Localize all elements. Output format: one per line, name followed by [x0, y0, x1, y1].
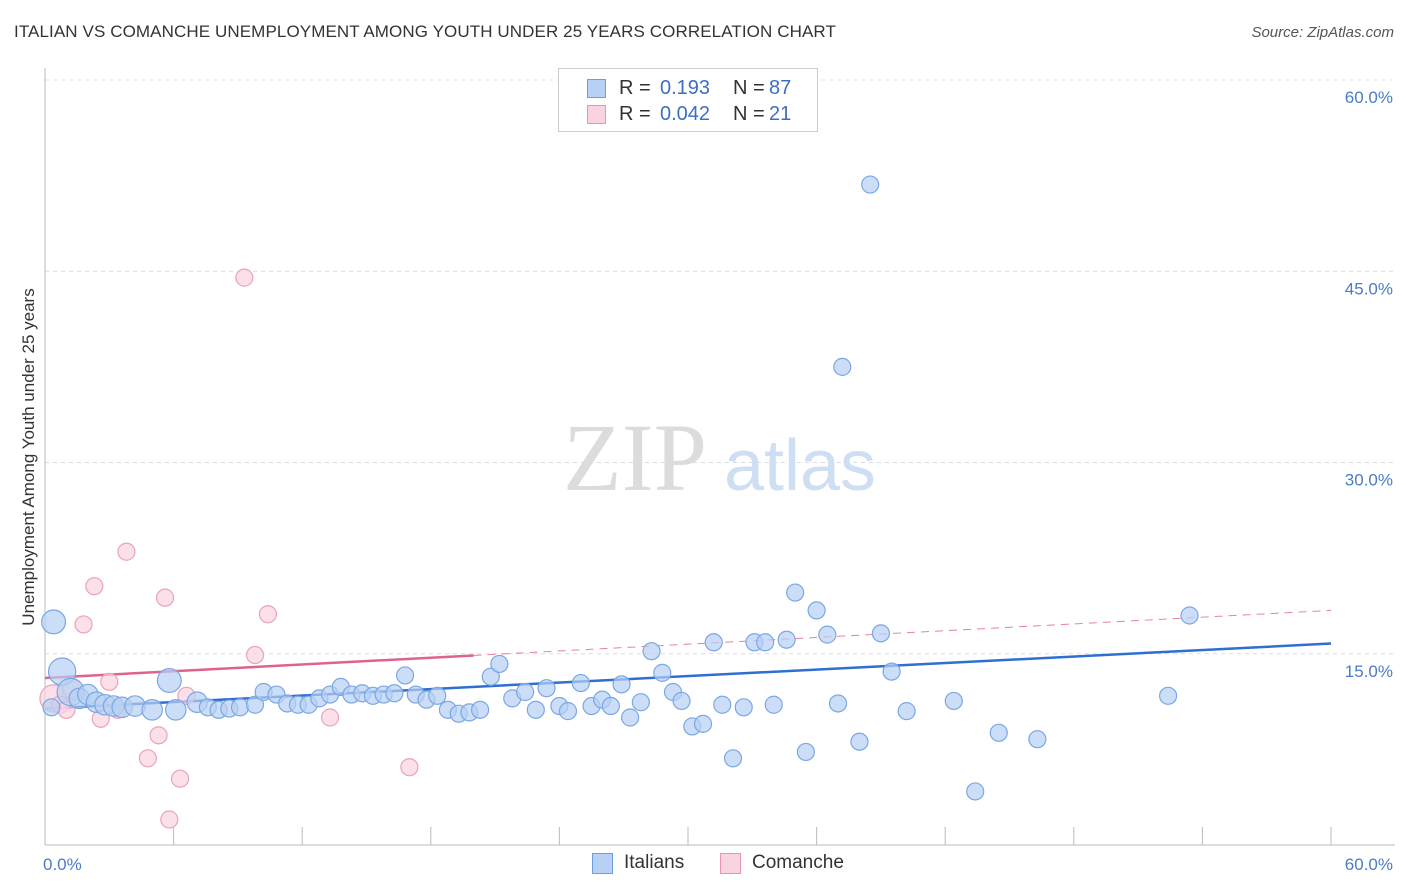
point-italians	[490, 654, 509, 674]
point-italians	[786, 583, 805, 602]
point-comanche	[155, 588, 175, 607]
point-italians	[861, 175, 880, 194]
y-tick-label: 45.0%	[1345, 279, 1393, 298]
point-comanche	[160, 810, 179, 829]
point-italians	[230, 698, 250, 717]
point-comanche	[400, 758, 419, 777]
data-points	[39, 175, 1199, 829]
point-italians	[807, 601, 826, 620]
point-italians	[672, 691, 691, 711]
x-tick-label: 0.0%	[43, 855, 82, 874]
point-italians	[41, 609, 67, 635]
point-italians	[516, 682, 535, 702]
y-axis-label: Unemployment Among Youth under 25 years	[19, 288, 38, 625]
point-italians	[704, 633, 723, 652]
point-italians	[713, 695, 732, 714]
point-italians	[571, 673, 590, 693]
point-italians	[796, 742, 815, 762]
y-tick-label: 60.0%	[1345, 88, 1393, 107]
point-italians	[395, 666, 415, 685]
point-italians	[428, 686, 447, 705]
point-italians	[621, 708, 640, 727]
point-italians	[141, 699, 163, 721]
point-italians	[481, 667, 500, 686]
point-italians	[631, 693, 650, 712]
point-italians	[156, 668, 182, 694]
axes	[44, 68, 1395, 846]
legend-swatch-comanche	[587, 105, 606, 124]
legend-r-label: R =	[619, 103, 651, 125]
point-comanche	[320, 708, 340, 727]
point-comanche	[100, 672, 119, 691]
point-italians	[693, 714, 713, 733]
tick-labels: 15.0% 30.0% 45.0% 60.0% 0.0% 60.0%	[43, 88, 1393, 874]
trend-line-extension-comanche	[473, 609, 1332, 656]
correlation-legend: R = 0.193 N = 87 R = 0.042 N = 21	[558, 68, 818, 132]
bottom-legend-label-italians: Italians	[624, 852, 685, 873]
legend-n-value: 21	[769, 103, 792, 125]
point-italians	[42, 698, 61, 717]
point-italians	[850, 732, 869, 751]
point-italians	[723, 749, 743, 768]
point-italians	[833, 357, 852, 376]
source-label: Source: ZipAtlas.com	[1251, 24, 1394, 41]
legend-n-label: N =	[733, 103, 765, 125]
point-italians	[612, 675, 631, 694]
trend-line-comanche	[44, 654, 474, 680]
point-italians	[537, 679, 556, 698]
point-italians	[871, 624, 891, 643]
point-comanche	[85, 577, 104, 596]
point-comanche	[245, 645, 265, 665]
chart-title: ITALIAN VS COMANCHE UNEMPLOYMENT AMONG Y…	[14, 22, 836, 41]
point-italians	[601, 696, 620, 716]
x-tick-label: 60.0%	[1345, 855, 1393, 874]
point-italians	[828, 694, 848, 713]
point-comanche	[235, 268, 254, 287]
bottom-legend-label-comanche: Comanche	[752, 852, 844, 873]
y-tick-label: 15.0%	[1345, 662, 1393, 681]
trend-lines	[44, 609, 1332, 710]
point-comanche	[258, 605, 278, 624]
point-italians	[245, 695, 265, 714]
point-italians	[642, 642, 661, 661]
bottom-legend-swatch-comanche	[720, 853, 741, 874]
point-italians	[164, 699, 187, 721]
point-italians	[777, 630, 796, 649]
point-comanche	[170, 769, 190, 788]
point-italians	[966, 782, 985, 801]
point-italians	[558, 702, 578, 721]
watermark: ZIP atlas	[563, 404, 876, 511]
point-italians	[882, 662, 901, 681]
watermark-atlas: atlas	[724, 426, 876, 506]
point-italians	[1159, 686, 1178, 705]
legend-r-value: 0.193	[660, 77, 711, 99]
point-comanche	[138, 749, 157, 768]
point-comanche	[149, 726, 168, 745]
point-italians	[764, 695, 783, 714]
watermark-zip: ZIP	[563, 404, 707, 511]
point-italians	[653, 663, 672, 682]
point-italians	[944, 691, 963, 711]
point-italians	[1180, 606, 1199, 625]
legend-r-label: R =	[619, 77, 651, 99]
point-italians	[897, 702, 916, 721]
legend-n-value: 87	[769, 77, 792, 99]
point-italians	[470, 700, 490, 719]
y-tick-label: 30.0%	[1345, 471, 1393, 490]
legend-swatch-italians	[587, 79, 606, 98]
point-italians	[989, 723, 1008, 742]
point-comanche	[117, 542, 136, 561]
point-italians	[818, 625, 837, 644]
point-italians	[526, 700, 545, 719]
legend-n-label: N =	[733, 77, 765, 99]
point-italians	[734, 698, 753, 717]
point-italians	[385, 684, 404, 703]
legend-r-value: 0.042	[660, 103, 711, 125]
bottom-legend-swatch-italians	[592, 853, 613, 874]
point-comanche	[74, 615, 93, 634]
gridlines	[45, 79, 1395, 655]
point-italians	[756, 633, 775, 652]
point-italians	[1028, 730, 1047, 749]
